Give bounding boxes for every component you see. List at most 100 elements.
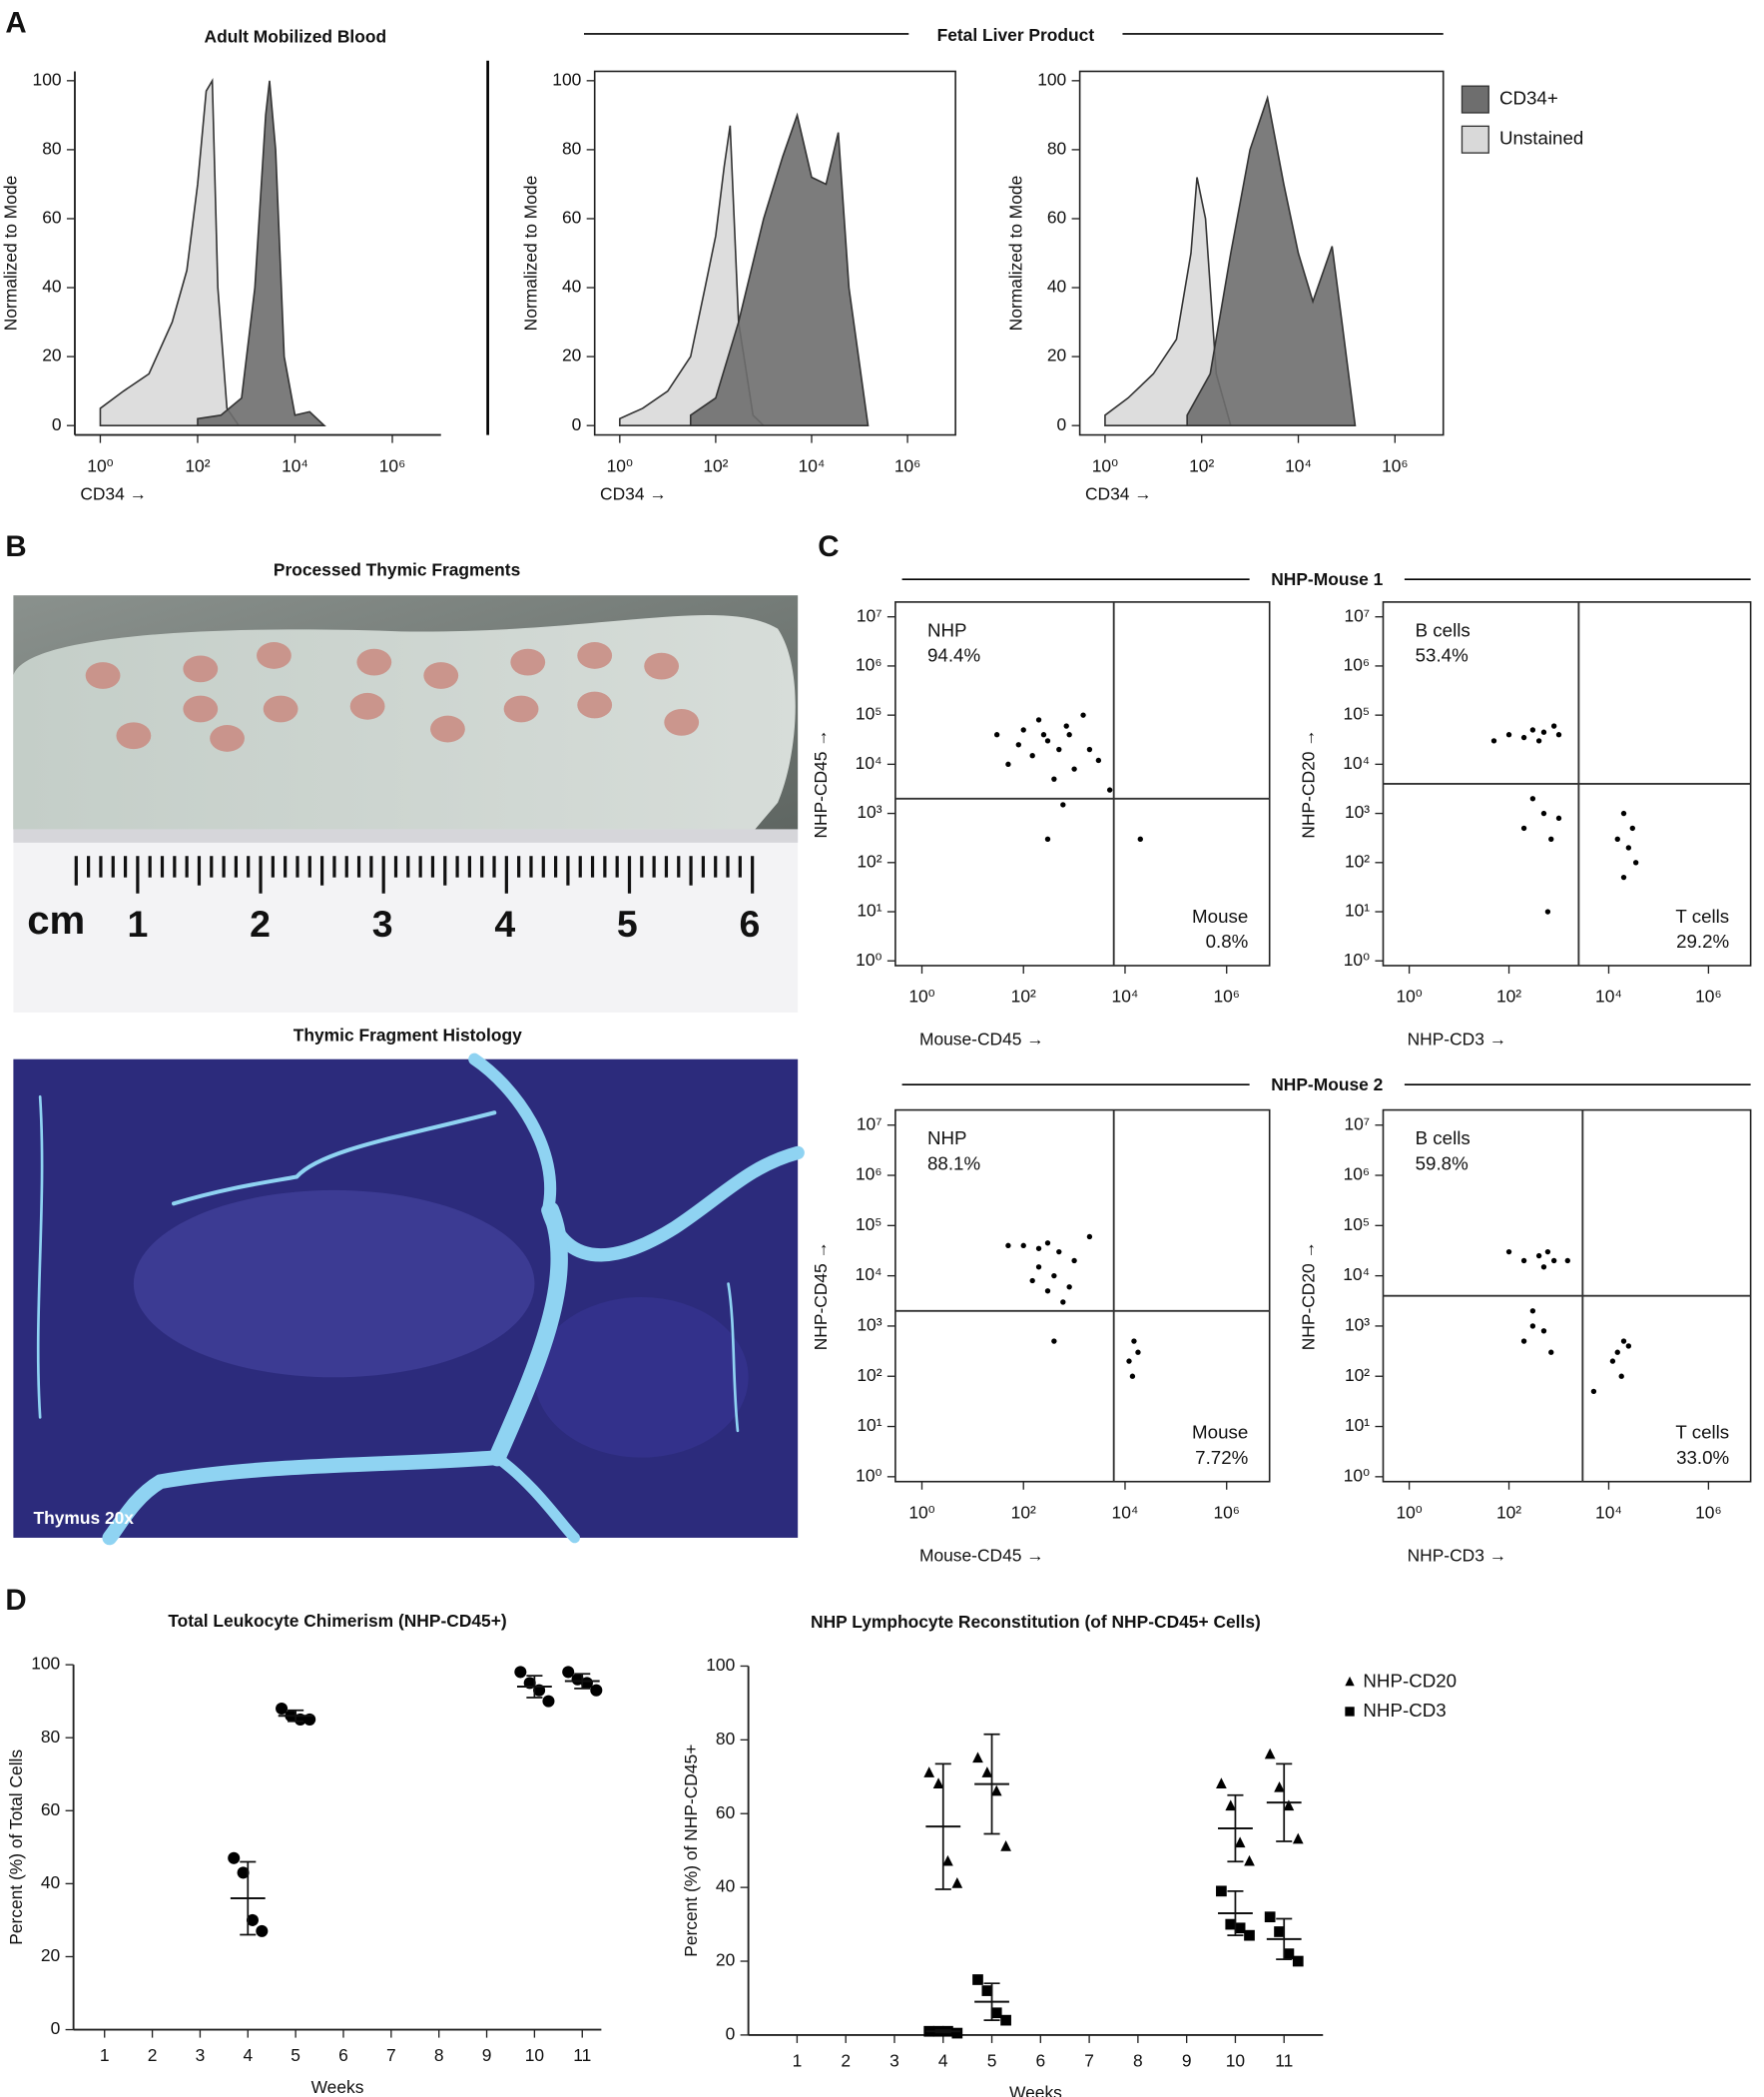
histology-image: Thymus 20x xyxy=(13,1052,805,1546)
fragment xyxy=(644,652,680,680)
x-tick-label: 10⁴ xyxy=(282,455,308,475)
y-tick-label: 10⁴ xyxy=(856,753,882,773)
event-dot xyxy=(1060,802,1066,808)
x-tick-label: 10 xyxy=(525,2045,544,2065)
event-dot xyxy=(1035,717,1042,723)
fragment xyxy=(85,662,121,689)
x-axis-label: NHP-CD3 → xyxy=(1408,1545,1507,1565)
x-axis-label: CD34 → xyxy=(80,483,147,503)
y-tick-label: 10³ xyxy=(1345,1315,1370,1335)
marker-triangle xyxy=(932,1777,944,1788)
event-dot xyxy=(1044,836,1051,842)
marker-circle xyxy=(514,1666,527,1679)
x-axis-label: CD34 → xyxy=(600,483,667,503)
group-title: NHP-Mouse 2 xyxy=(1271,1074,1383,1094)
marker-circle xyxy=(228,1851,241,1864)
quadrant-name: NHP xyxy=(927,1127,967,1148)
y-tick-label: 10⁰ xyxy=(1344,1465,1370,1485)
event-dot xyxy=(1080,712,1086,718)
y-tick-label: 40 xyxy=(42,277,61,297)
marker-circle xyxy=(542,1695,555,1708)
event-dot xyxy=(1051,1338,1057,1344)
event-dot xyxy=(1106,787,1113,793)
event-dot xyxy=(1063,723,1069,729)
event-dot xyxy=(1044,738,1051,744)
event-dot xyxy=(1620,810,1627,817)
event-dot xyxy=(1131,1338,1137,1344)
y-tick-label: 20 xyxy=(42,346,61,365)
histogram-area xyxy=(1186,94,1357,426)
y-tick-label: 10² xyxy=(857,1365,882,1385)
event-dot xyxy=(1564,1257,1570,1264)
fragment xyxy=(577,642,613,669)
marker-square xyxy=(1000,2014,1011,2026)
x-tick-label: 7 xyxy=(1084,2050,1094,2070)
x-tick-label: 10⁶ xyxy=(894,455,921,475)
medulla xyxy=(534,1296,749,1458)
y-tick-label: 80 xyxy=(716,1729,735,1748)
event-dot xyxy=(1095,757,1102,764)
x-axis-label: Mouse-CD45 → xyxy=(919,1030,1044,1049)
x-tick-label: 10⁰ xyxy=(1396,987,1422,1007)
y-tick-label: 10⁵ xyxy=(856,1214,882,1234)
event-dot xyxy=(993,732,1000,738)
x-tick-label: 10 xyxy=(1226,2050,1245,2070)
histogram-area xyxy=(197,80,326,426)
fragment xyxy=(577,691,613,719)
event-dot xyxy=(1609,1358,1616,1364)
marker-triangle xyxy=(1000,1840,1011,1851)
marker-circle xyxy=(580,1677,593,1690)
event-dot xyxy=(1044,1240,1051,1246)
ruler-edge xyxy=(13,829,799,843)
panel-label: D xyxy=(5,1584,26,1617)
x-tick-label: 10² xyxy=(1011,987,1036,1007)
x-tick-label: 10² xyxy=(1496,987,1521,1007)
plot-frame xyxy=(894,1108,1271,1483)
y-axis-label: Normalized to Mode xyxy=(520,176,540,332)
plot-frame xyxy=(894,601,1271,967)
panel-label: B xyxy=(5,530,26,563)
y-tick-label: 0 xyxy=(726,2024,736,2044)
y-tick-label: 80 xyxy=(41,1727,60,1747)
event-dot xyxy=(1020,727,1026,733)
fragment xyxy=(423,662,459,689)
chart-title: Adult Mobilized Blood xyxy=(205,27,387,47)
y-tick-label: 100 xyxy=(31,1654,60,1674)
event-dot xyxy=(1544,909,1551,915)
event-dot xyxy=(1126,1358,1132,1364)
x-tick-label: 10⁶ xyxy=(1213,987,1240,1007)
y-tick-label: 10³ xyxy=(857,802,882,822)
fragment xyxy=(510,648,546,676)
x-axis-label: CD34 → xyxy=(1085,483,1152,503)
event-dot xyxy=(1529,796,1536,802)
x-tick-label: 2 xyxy=(841,2050,851,2070)
x-tick-label: 6 xyxy=(338,2045,348,2065)
y-tick-label: 10¹ xyxy=(1345,1415,1370,1435)
quadrant-percent: 53.4% xyxy=(1416,645,1469,666)
marker-circle xyxy=(562,1666,575,1679)
x-tick-label: 5 xyxy=(987,2050,997,2070)
legend-marker xyxy=(1345,1676,1355,1687)
y-axis-label: Normalized to Mode xyxy=(1,176,21,332)
event-dot xyxy=(1620,1338,1627,1344)
marker-square xyxy=(1292,1955,1304,1967)
x-tick-label: 10⁶ xyxy=(1695,1502,1722,1522)
marker-square xyxy=(981,1985,993,1996)
y-tick-label: 10² xyxy=(857,851,882,871)
septa xyxy=(36,1052,805,1546)
event-dot xyxy=(1035,1264,1042,1270)
y-tick-label: 10⁴ xyxy=(1343,1264,1370,1284)
event-dot xyxy=(1015,742,1021,748)
legend-swatch xyxy=(1461,125,1489,154)
plot-frame xyxy=(1078,70,1445,436)
fragment xyxy=(664,708,700,736)
marker-circle xyxy=(256,1924,269,1937)
legend-label: Unstained xyxy=(1499,128,1583,149)
quadrant-percent: 7.72% xyxy=(1195,1447,1248,1468)
ruler-label: 1 xyxy=(127,903,148,945)
event-dot xyxy=(1544,1248,1551,1255)
y-tick-label: 10⁴ xyxy=(856,1264,882,1284)
y-tick-label: 10⁰ xyxy=(1344,950,1370,970)
event-dot xyxy=(1550,723,1557,729)
